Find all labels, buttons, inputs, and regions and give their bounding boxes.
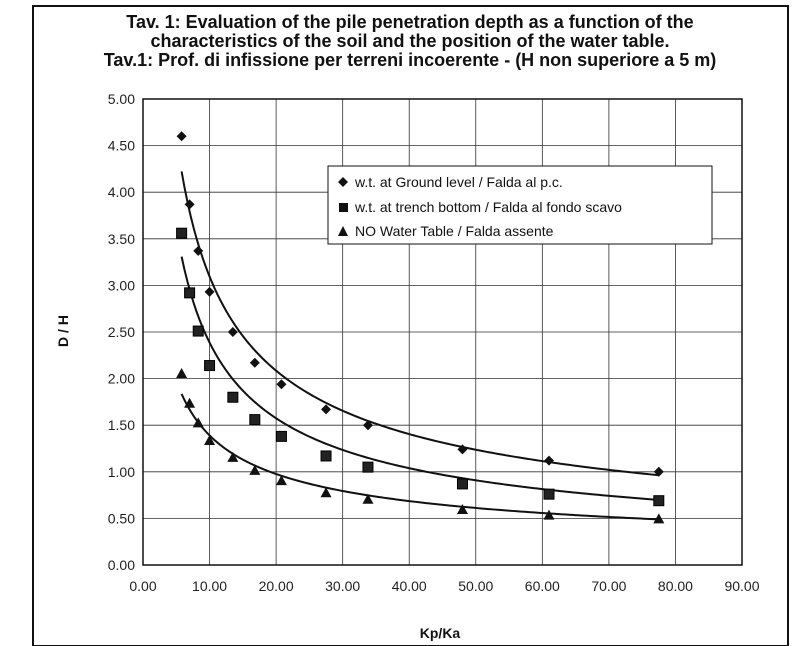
- y-tick-label: 5.00: [108, 91, 135, 107]
- data-point-series-3: [184, 397, 196, 408]
- x-tick-label: 60.00: [525, 578, 560, 594]
- y-tick-label: 4.50: [108, 138, 135, 154]
- y-tick-label: 0.00: [108, 557, 135, 573]
- x-tick-label: 0.00: [129, 578, 156, 594]
- data-point-series-3: [456, 504, 468, 515]
- data-point-series-1: [193, 245, 204, 256]
- y-tick-label: 2.00: [108, 371, 135, 387]
- x-tick-label: 30.00: [325, 578, 360, 594]
- data-point-series-1: [276, 379, 287, 390]
- data-point-series-2: [204, 360, 216, 372]
- x-tick-label: 40.00: [392, 578, 427, 594]
- y-tick-label: 0.50: [108, 510, 135, 526]
- data-point-series-1: [543, 455, 554, 466]
- x-tick-label: 70.00: [591, 578, 626, 594]
- legend-label-ground-level: w.t. at Ground level / Falda al p.c.: [354, 174, 563, 190]
- x-tick-label: 20.00: [259, 578, 294, 594]
- x-tick-label: 90.00: [724, 578, 759, 594]
- y-tick-label: 4.00: [108, 184, 135, 200]
- data-point-series-2: [653, 495, 665, 507]
- chart-title-line-1: Tav. 1: Evaluation of the pile penetrati…: [126, 12, 693, 32]
- legend-square-icon: [339, 203, 348, 212]
- legend-diamond-icon: [338, 177, 348, 187]
- data-point-series-3: [275, 475, 287, 486]
- fit-curves: [180, 171, 659, 521]
- x-axis-title: Kp/Ka: [420, 625, 461, 641]
- fit-curve-series-1: [180, 171, 659, 477]
- data-point-series-2: [249, 414, 261, 426]
- x-tick-labels: 0.00 10.00 20.00 30.00 40.00 50.00 60.00 70.00 8…: [129, 578, 759, 594]
- y-tick-label: 1.00: [108, 464, 135, 480]
- data-point-series-3: [176, 367, 188, 378]
- data-point-series-3: [320, 487, 332, 498]
- data-point-series-3: [362, 493, 374, 504]
- y-tick-label: 3.50: [108, 231, 135, 247]
- x-tick-label: 50.00: [458, 578, 493, 594]
- data-point-series-1: [249, 357, 260, 368]
- data-point-series-2: [456, 478, 468, 490]
- data-point-series-3: [249, 464, 261, 475]
- data-point-series-3: [192, 417, 204, 428]
- data-point-series-3: [653, 513, 665, 524]
- data-point-series-2: [176, 227, 188, 239]
- fit-curve-series-3: [180, 393, 659, 521]
- chart-border: [32, 5, 789, 646]
- x-tick-label: 10.00: [192, 578, 227, 594]
- y-axis-title: D / H: [55, 315, 71, 347]
- x-tick-label: 80.00: [658, 578, 693, 594]
- legend-label-no-water-table: NO Water Table / Falda assente: [355, 223, 554, 239]
- data-point-series-2: [362, 461, 374, 473]
- chart-title-line-2: characteristics of the soil and the posi…: [150, 31, 669, 51]
- y-tick-label: 2.50: [108, 324, 135, 340]
- plot-area: [142, 98, 743, 566]
- data-point-series-1: [321, 404, 332, 415]
- data-point-series-1: [457, 444, 468, 455]
- legend-box: [327, 165, 713, 245]
- legend: w.t. at Ground level / Falda al p.c. w.t…: [327, 165, 713, 245]
- y-tick-labels: 0.00 0.50 1.00 1.50 2.00 2.50 3.00 3.50 4.00 4.50…: [108, 91, 135, 573]
- data-point-series-1: [176, 131, 187, 142]
- data-point-series-1: [184, 199, 195, 210]
- legend-triangle-icon: [338, 226, 348, 236]
- data-point-series-2: [275, 430, 287, 442]
- fit-curve-series-2: [180, 256, 659, 501]
- legend-label-trench-bottom: w.t. at trench bottom / Falda al fondo s…: [354, 199, 622, 215]
- data-point-series-1: [204, 286, 215, 297]
- data-point-series-3: [204, 435, 216, 446]
- y-tick-label: 3.00: [108, 277, 135, 293]
- data-point-series-2: [227, 391, 239, 403]
- data-point-series-2: [320, 450, 332, 462]
- data-point-series-1: [227, 327, 238, 337]
- data-points: [176, 131, 665, 524]
- data-point-series-1: [362, 420, 373, 431]
- data-point-series-2: [192, 325, 204, 337]
- data-point-series-3: [543, 509, 555, 520]
- data-point-series-2: [543, 488, 555, 500]
- chart-title-line-3: Tav.1: Prof. di infissione per terreni i…: [104, 50, 716, 70]
- data-point-series-1: [653, 466, 664, 477]
- data-point-series-2: [184, 287, 196, 299]
- y-tick-label: 1.50: [108, 417, 135, 433]
- data-point-series-3: [227, 451, 239, 462]
